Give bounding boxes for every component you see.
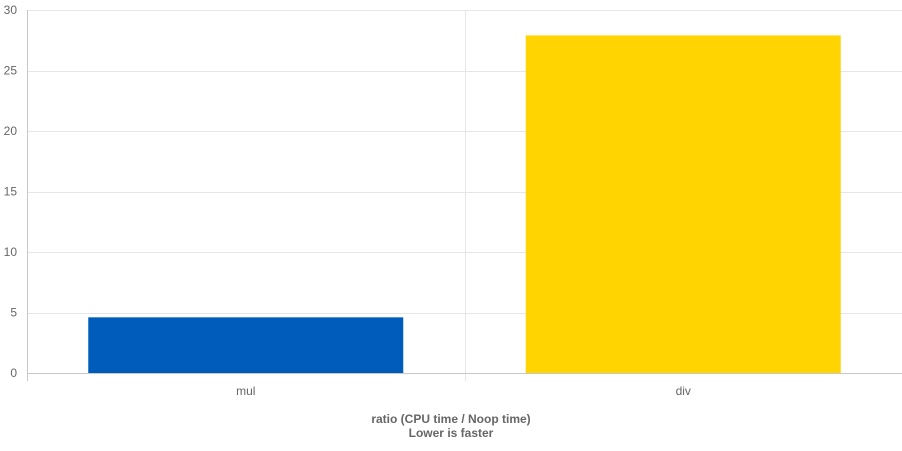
x-tick-label: mul — [236, 384, 255, 398]
x-axis-label-line-2: Lower is faster — [409, 426, 494, 440]
y-tick-label: 0 — [10, 366, 17, 380]
bar-div — [525, 35, 841, 373]
y-tick-label: 5 — [10, 306, 17, 320]
y-tick-label: 10 — [4, 245, 18, 259]
bar-series — [88, 35, 841, 373]
x-tick-label: div — [676, 384, 691, 398]
y-tick-label: 20 — [4, 124, 18, 138]
y-tick-label: 30 — [4, 3, 18, 17]
x-axis-label-line-1: ratio (CPU time / Noop time) — [371, 412, 530, 426]
y-tick-labels: 0 5 10 15 20 25 30 — [4, 3, 18, 380]
y-tick-label: 25 — [4, 64, 18, 78]
y-tick-label: 15 — [4, 185, 18, 199]
x-tick-labels: mul div — [236, 384, 691, 398]
axes — [27, 10, 902, 381]
bar-mul — [88, 317, 404, 373]
